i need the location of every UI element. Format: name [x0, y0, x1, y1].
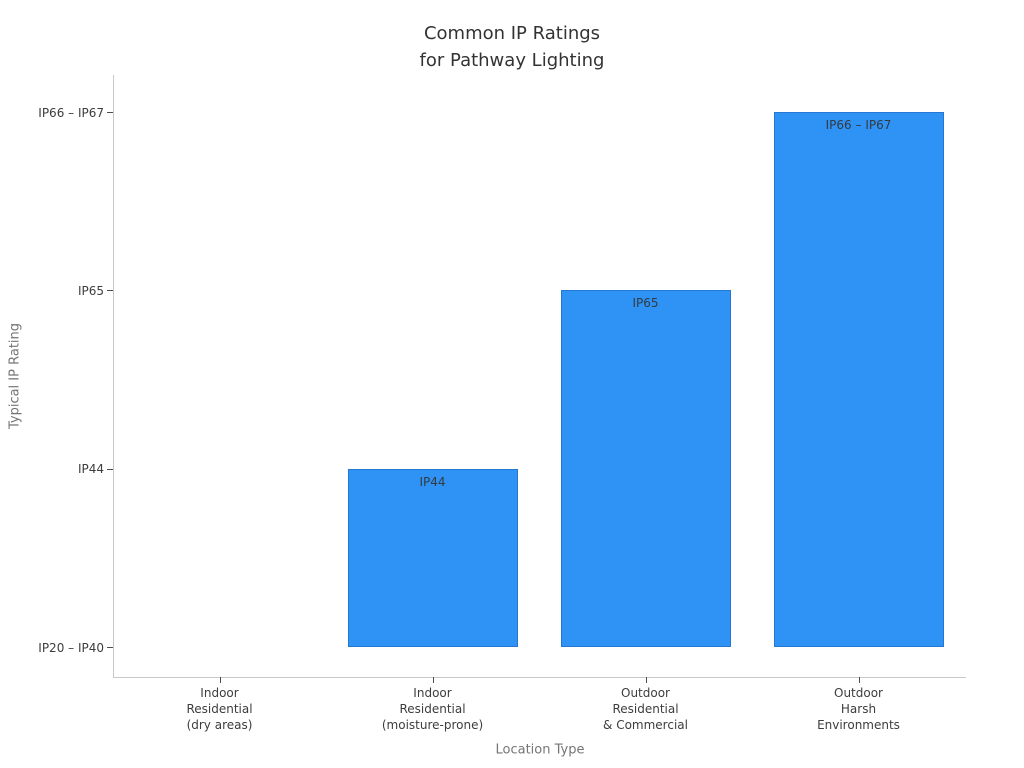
x-tick-label-2: Outdoor Residential & Commercial: [603, 686, 688, 732]
y-axis-label: Typical IP Rating: [7, 322, 23, 430]
y-axis-spine: [113, 75, 114, 677]
y-tick-label-0: IP20 – IP40: [38, 640, 104, 655]
bar-value-label-2: IP65: [632, 296, 659, 311]
x-axis-spine: [113, 677, 966, 678]
y-tick-mark-3: [107, 112, 113, 113]
y-tick-mark-2: [107, 290, 113, 292]
x-tick-label-1: Indoor Residential (moisture-prone): [381, 686, 484, 732]
x-tick-mark-3: [858, 677, 860, 683]
chart-title-line-1: Common IP Ratings: [423, 23, 601, 44]
y-tick-label-1: IP44: [77, 462, 104, 477]
bar-value-label-1: IP44: [419, 474, 446, 489]
x-axis-label: Location Type: [495, 742, 585, 758]
y-tick-mark-1: [107, 468, 113, 470]
bar-2: [560, 290, 731, 647]
bar-value-label-3: IP66 – IP67: [825, 118, 892, 132]
y-tick-label-2: IP65: [77, 283, 104, 298]
y-tick-label-3: IP66 – IP67: [38, 105, 104, 120]
bar-1: [347, 468, 518, 647]
y-tick-mark-0: [107, 647, 113, 648]
x-tick-mark-2: [645, 677, 647, 683]
chart-title: Common IP Ratings for Pathway Lighting: [0, 20, 1024, 74]
x-tick-mark-0: [219, 677, 221, 683]
x-tick-label-0: Indoor Residential (dry areas): [186, 686, 253, 732]
chart-title-line-2: for Pathway Lighting: [419, 50, 605, 71]
x-tick-mark-1: [432, 677, 434, 683]
bar-3: [773, 112, 944, 647]
x-tick-label-3: Outdoor Harsh Environments: [817, 686, 900, 732]
